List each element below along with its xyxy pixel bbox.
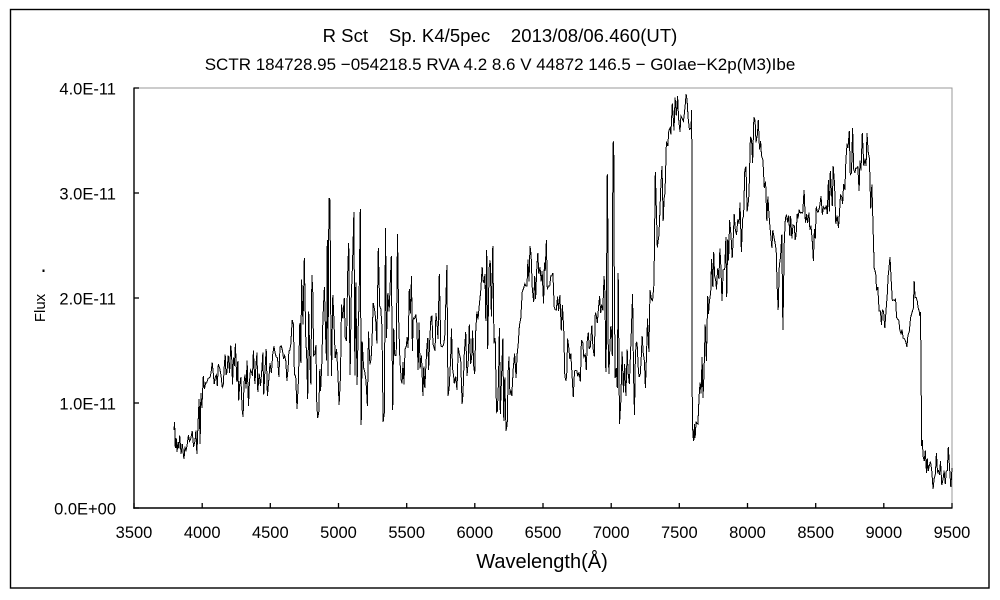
svg-text:8500: 8500 [797,524,834,542]
svg-text:9000: 9000 [865,524,902,542]
svg-text:3.0E-11: 3.0E-11 [59,186,116,204]
svg-text:Flux: Flux [32,293,49,322]
svg-text:5500: 5500 [388,524,425,542]
svg-text:6500: 6500 [525,524,562,542]
svg-text:5000: 5000 [320,524,357,542]
svg-text:4500: 4500 [252,524,289,542]
svg-text:8000: 8000 [729,524,766,542]
svg-text:3500: 3500 [116,524,153,542]
svg-text:7000: 7000 [593,524,630,542]
svg-text:0.0E+00: 0.0E+00 [54,501,116,519]
svg-text:1.0E-11: 1.0E-11 [59,396,116,414]
svg-text:4.0E-11: 4.0E-11 [59,81,116,99]
svg-text:2.0E-11: 2.0E-11 [59,291,116,309]
svg-text:SCTR 184728.95 −054218.5 RVA 4: SCTR 184728.95 −054218.5 RVA 4.2 8.6 V 4… [205,55,796,74]
svg-text:R Sct Sp. K4/5pec 2013/0: R Sct Sp. K4/5pec 2013/08/06.460(UT) [323,25,678,46]
svg-text:7500: 7500 [661,524,698,542]
svg-text:4000: 4000 [184,524,221,542]
svg-text:9500: 9500 [934,524,971,542]
svg-text:6000: 6000 [456,524,493,542]
svg-text:Wavelength(Å): Wavelength(Å) [476,550,608,573]
